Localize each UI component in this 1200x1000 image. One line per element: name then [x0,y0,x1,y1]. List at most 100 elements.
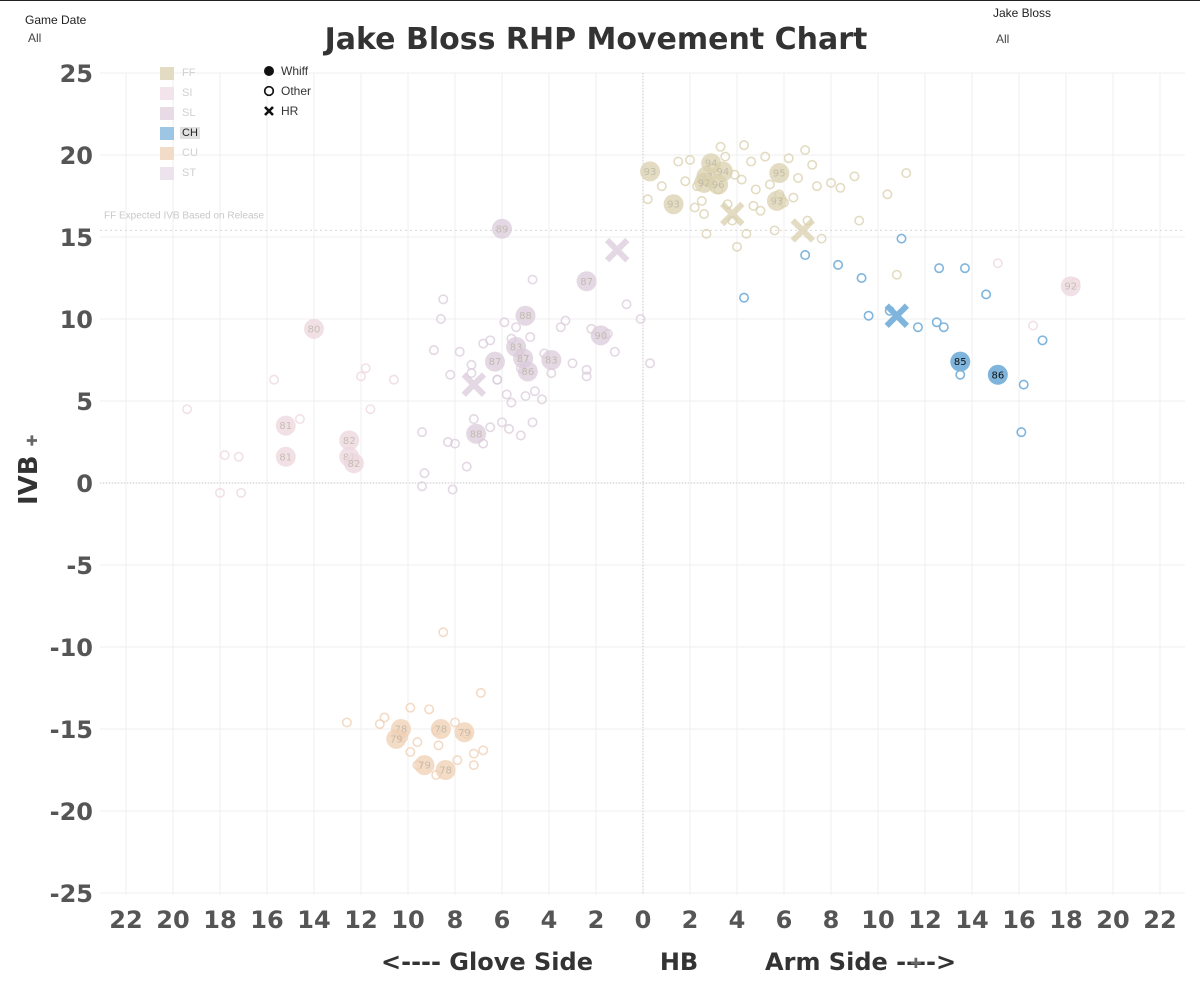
shape-legend-item-other[interactable]: Other [263,81,311,101]
pitch-point-other [417,481,428,492]
pitch-point-whiff [304,318,324,339]
pitch-point-other [405,746,416,757]
x-tick-label: 14 [297,906,330,934]
shape-legend-item-hr[interactable]: HR [263,101,311,121]
pitch-point-other [236,487,247,498]
pitch-velocity-label: 86 [521,367,534,378]
pitch-point-other [468,760,479,771]
top-border [0,0,1200,1]
legend-item-st[interactable]: ST [160,163,200,183]
y-tick-label: -15 [50,716,93,744]
pitch-point-other [931,317,942,328]
x-tick-label: 6 [494,906,511,934]
pitch-point-other [739,140,750,151]
pitch-point-other [748,200,759,211]
x-tick-label: 8 [823,906,840,934]
pitch-point-other [269,374,280,385]
pitch-point-other [449,438,460,449]
pitch-velocity-label: 89 [496,224,509,235]
pitch-point-other [546,368,557,379]
x-tick-label: 0 [635,906,652,934]
legend-swatch [160,86,174,100]
pitch-velocity-label: 86 [991,370,1004,381]
y-tick-label: 25 [60,60,93,88]
pitch-point-other [793,172,804,183]
pitch-point-other [341,717,352,728]
pitch-point-whiff [430,719,451,739]
pitch-point-other [511,322,522,333]
legend-swatch [160,106,174,120]
pitch-point-other [433,740,444,751]
legend-label: CU [182,147,198,159]
pitch-point-other [215,487,226,498]
pitch-point-other [435,313,446,324]
pitch-point-other [750,184,761,195]
pitch-point-other [825,177,836,188]
pitch-point-other [684,154,695,165]
pitch-point-other [854,215,865,226]
shape-legend-item-whiff[interactable]: Whiff [263,61,311,81]
pitch-point-other [405,702,416,713]
legend-swatch [160,146,174,160]
pitch-point-other [807,159,818,170]
pitch-point-other [849,171,860,182]
legend-item-sl[interactable]: SL [160,103,200,123]
legend-item-si[interactable]: SI [160,83,200,103]
game-date-filter-value[interactable]: All [28,31,42,45]
pitch-point-other [882,189,893,200]
pitch-point-other [485,422,496,433]
pitch-point-whiff [275,415,296,436]
pitch-point-other [525,332,536,343]
pitch-point-whiff [343,453,364,474]
pitch-point-other [696,195,707,206]
legend-label: FF [182,67,196,79]
pitch-point-other [527,274,538,285]
game-date-filter-label: Game Date [25,13,87,27]
pitcher-filter-value[interactable]: All [996,32,1010,46]
pitch-point-other [233,451,244,462]
pitch-point-other [447,484,458,495]
pitch-point-other [182,404,193,415]
x-tick-label: 10 [861,906,894,934]
pitch-point-other [863,310,874,321]
pitch-point-other [891,269,902,280]
pin-icon[interactable]: ✚ [25,434,41,447]
shape-legend-label: HR [281,104,299,118]
pitch-velocity-label: 82 [348,459,361,470]
pitch-point-other [529,386,540,397]
pitch-velocity-label: 79 [418,761,431,772]
x-tick-label: 16 [250,906,283,934]
pitch-point-other [478,745,489,756]
pitch-point-whiff [766,190,787,211]
pitch-point-hr [884,303,910,328]
pitch-velocity-label: 78 [439,766,452,777]
x-tick-label: 12 [908,906,941,934]
pin-icon[interactable]: ✚ [910,955,922,971]
chart-title: Jake Bloss RHP Movement Chart [324,22,868,57]
pitch-point-whiff [640,161,661,182]
pitch-point-other [992,258,1003,269]
pitch-velocity-label: 96 [712,180,725,191]
pitch-point-other [764,179,775,190]
pitch-point-other [715,141,726,152]
pitch-point-other [656,181,667,192]
pitch-point-other [981,289,992,300]
pitch-point-other [520,391,531,402]
pitch-point-whiff [517,361,538,382]
pitch-point-other [746,156,757,167]
legend-item-ff[interactable]: FF [160,63,200,83]
pitch-point-other [454,346,465,357]
legend-item-ch[interactable]: CH [160,123,200,143]
pitch-velocity-label: 93 [644,167,657,178]
pitch-point-other [355,371,366,382]
pitch-point-other [760,151,771,162]
pitch-point-other [816,233,827,244]
pitch-point-whiff [466,423,487,444]
pitch-type-legend: FF SI SL CH CU ST [160,63,200,183]
pitch-velocity-label: 92 [1064,282,1077,293]
pitch-point-other [419,468,430,479]
x-mark-icon [263,105,275,117]
pitch-point-other [449,717,460,728]
legend-item-cu[interactable]: CU [160,143,200,163]
